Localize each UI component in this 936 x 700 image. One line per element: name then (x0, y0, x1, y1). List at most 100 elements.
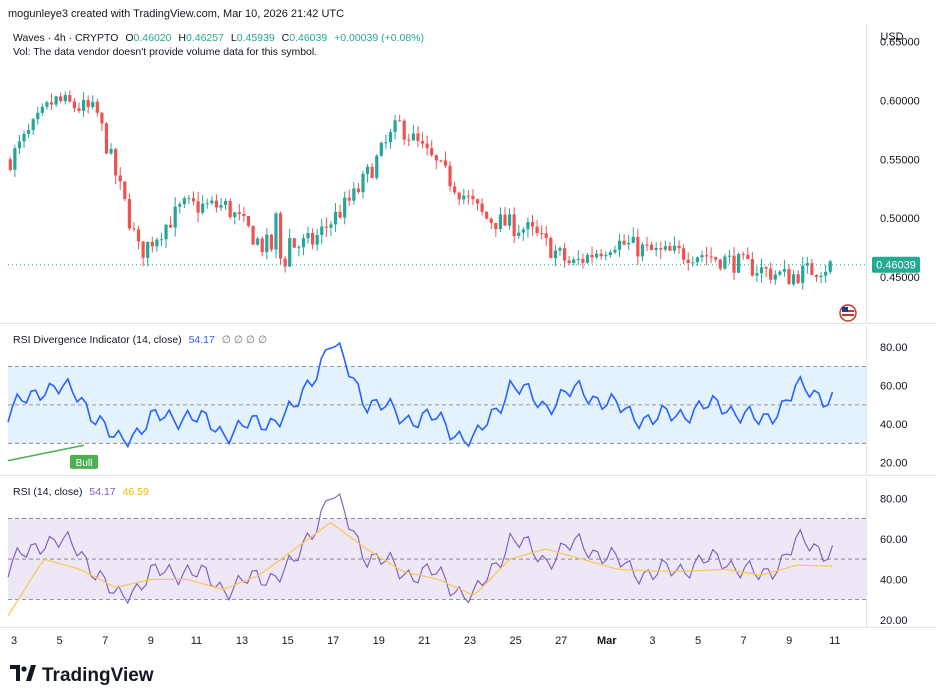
time-tick-label: 5 (57, 635, 63, 647)
candle-body (540, 233, 544, 235)
candle-body (714, 257, 718, 260)
candle-body (269, 234, 273, 250)
bull-label-box (70, 454, 98, 469)
candle-body (123, 181, 127, 199)
time-tick-label: 7 (102, 635, 108, 647)
candle-body (191, 198, 196, 202)
candle-body (205, 203, 209, 205)
candle-body (613, 249, 617, 253)
tradingview-logo[interactable]: TradingView (10, 664, 154, 687)
candle-body (219, 205, 223, 208)
candle-body (109, 149, 113, 154)
candle-body (356, 188, 361, 193)
candle-body (27, 130, 31, 134)
candle-body (723, 256, 727, 269)
last-price-tag-text: 0.46039 (876, 260, 916, 272)
candle-body (782, 269, 787, 272)
candle-body (100, 112, 104, 124)
rsi-tick-label: 80.00 (880, 342, 908, 354)
candle-body (718, 259, 722, 269)
candle-body (361, 173, 365, 193)
candle-body (617, 240, 622, 250)
open-label: O (125, 32, 134, 44)
rsi-divergence-panel[interactable]: RSI Divergence Indicator (14, close) 54.… (0, 326, 936, 476)
candle-body (599, 253, 603, 257)
candle-body (201, 203, 205, 213)
candle-body (260, 238, 264, 253)
candle-body (59, 96, 63, 102)
candle-body (416, 133, 420, 141)
candle-body (672, 245, 677, 251)
rsi-tick-label: 40.00 (880, 574, 908, 586)
candle-body (819, 275, 823, 277)
symbol-label[interactable]: Waves · 4h · CRYPTO (13, 32, 119, 44)
candle-body (214, 200, 219, 208)
rsi-line (7, 341, 834, 449)
time-tick-label: 21 (418, 635, 430, 647)
candle-body (375, 155, 379, 178)
time-tick-label: 13 (236, 635, 248, 647)
candle-body (604, 255, 608, 257)
price-tick-label: 0.60000 (880, 95, 920, 107)
candle-body (654, 248, 658, 251)
rsi-divergence-chart[interactable]: 20.00 40.00 60.00 80.00 Bull (0, 326, 936, 476)
candle-body (562, 248, 567, 261)
candle-body (810, 263, 814, 275)
rsi-tick-label: 20.00 (880, 458, 908, 470)
candle-body (49, 102, 54, 105)
candle-body (45, 102, 49, 107)
candle-body (173, 206, 177, 228)
candle-body (778, 271, 782, 275)
candle-body (425, 143, 429, 149)
tradingview-logo-icon (10, 664, 36, 687)
candle-body (365, 166, 370, 174)
time-tick-label: 15 (281, 635, 293, 647)
candle-body (498, 214, 503, 230)
time-tick-label: 23 (464, 635, 476, 647)
candle-body (741, 254, 745, 256)
rsi-tick-label: 40.00 (880, 419, 908, 431)
rsi-chart[interactable]: 20.00 40.00 60.00 80.00 (0, 478, 936, 628)
candle-body (86, 100, 90, 108)
candle-body (246, 216, 251, 227)
candle-body (242, 213, 246, 217)
candle-body (40, 106, 44, 113)
candle-body (114, 149, 118, 176)
candle-body (668, 246, 672, 251)
candle-body (526, 221, 530, 230)
rsi-ma-value: 46.59 (122, 486, 149, 498)
time-tick-label: 9 (148, 635, 154, 647)
candle-body (439, 160, 443, 162)
candle-body (329, 224, 333, 228)
rsi-panel[interactable]: RSI (14, close) 54.17 46.59 20.00 40.00 60… (0, 478, 936, 628)
time-tick-label: 11 (829, 635, 840, 647)
rsi-divergence-title[interactable]: RSI Divergence Indicator (14, close) (13, 334, 182, 346)
candle-body (549, 237, 553, 259)
time-tick-label: 27 (555, 635, 567, 647)
candle-body (801, 265, 805, 284)
rsi-divergence-value: 54.17 (188, 334, 215, 346)
candle-body (769, 268, 773, 280)
candle-body (567, 260, 571, 264)
candle-body (288, 238, 292, 267)
candle-body (503, 214, 507, 226)
time-axis[interactable]: 3 5 7 9 11 13 15 17 19 21 23 25 27 Mar 3 5 7 9 11 (0, 628, 936, 652)
candle-body (68, 95, 72, 102)
price-chart[interactable]: USD 0.45000 0.50000 0.55000 0.60000 0.65000 0.… (0, 24, 936, 324)
price-panel[interactable]: Waves · 4h · CRYPTO O0.46020 H0.46257 L0… (0, 24, 936, 324)
candle-body (182, 198, 186, 205)
candle-body (36, 112, 40, 120)
candle-body (448, 165, 452, 187)
high-value: 0.46257 (186, 32, 224, 44)
candle-body (91, 101, 95, 108)
candle-body (338, 211, 342, 218)
us-flag-icon (842, 314, 854, 316)
rsi-title[interactable]: RSI (14, close) (13, 486, 83, 498)
candle-body (146, 241, 150, 258)
low-label: L (230, 32, 237, 44)
candle-body (544, 233, 548, 238)
candle-body (228, 201, 232, 218)
price-tick-label: 0.50000 (880, 213, 920, 225)
candle-body (507, 214, 512, 226)
candle-body (457, 192, 461, 200)
